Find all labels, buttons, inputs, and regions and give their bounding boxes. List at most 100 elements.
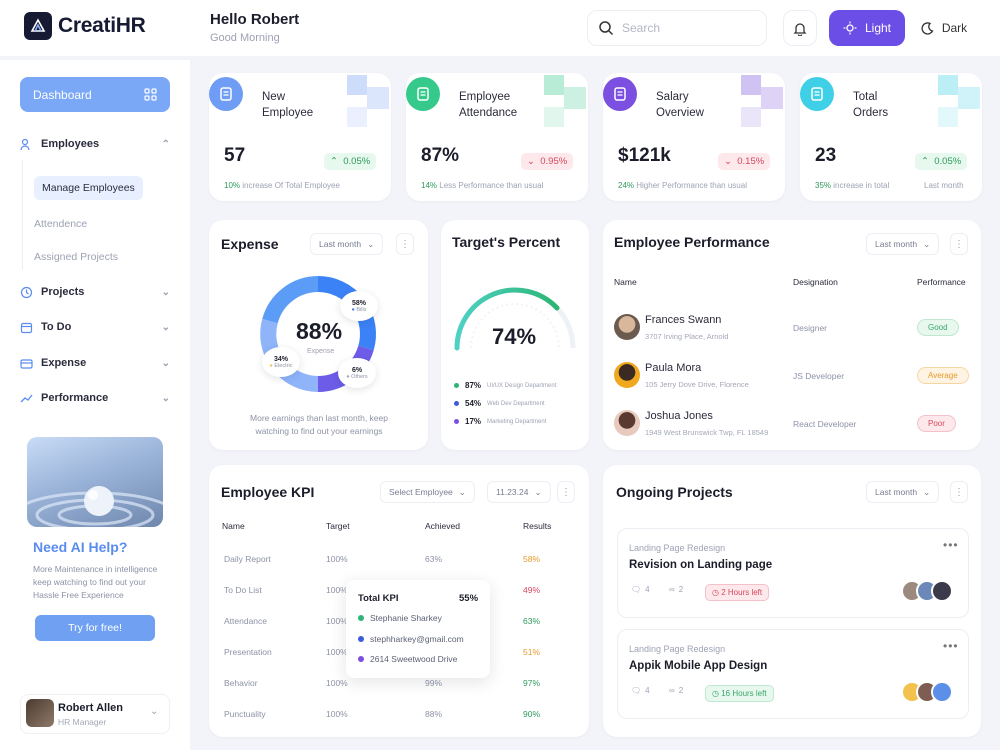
column-header-target: Target — [326, 521, 350, 531]
subnav-line — [22, 160, 23, 270]
expense-filter-dropdown[interactable]: Last month ⌄ — [310, 233, 384, 255]
employee-address: 105 Jerry Dove Drive, Florence — [645, 380, 749, 389]
sun-icon — [843, 21, 857, 35]
kpi-row-name: To Do List — [224, 585, 262, 595]
more-options-icon[interactable]: ⋮ — [396, 233, 414, 255]
chevron-down-icon: ⌄ — [923, 238, 931, 249]
greeting: Hello Robert — [210, 11, 300, 28]
kpi-row-target: 100% — [326, 616, 348, 626]
search-input[interactable]: Search — [587, 10, 767, 46]
trend-badge: ⌄ 0.15% — [718, 153, 771, 170]
sidebar-item-dashboard[interactable]: Dashboard — [20, 77, 170, 112]
status-badge: Good — [917, 319, 959, 336]
sidebar-subitem-manage-employees[interactable]: Manage Employees — [34, 176, 143, 200]
moon-icon — [921, 21, 934, 35]
dark-mode-button[interactable]: Dark — [906, 10, 982, 46]
sidebar-item-expense[interactable]: Expense ⌄ — [20, 353, 170, 373]
expense-value: 88% — [296, 318, 343, 344]
project-card[interactable] — [617, 629, 969, 719]
comment-count: 🗨 4 — [631, 585, 650, 594]
sidebar-item-label: Performance — [41, 392, 109, 404]
expense-callout: 34% ● Electric — [262, 347, 300, 377]
link-count: ∞ 2 — [669, 686, 684, 695]
chevron-down-icon: ⌄ — [458, 486, 466, 497]
tooltip-value: 55% — [459, 593, 479, 604]
dark-mode-label: Dark — [941, 21, 968, 35]
stat-note: 24% Higher Performance than usual — [618, 181, 747, 190]
kpi-row-name: Behavior — [224, 678, 258, 688]
performance-filter-dropdown[interactable]: Last month ⌄ — [866, 233, 940, 255]
stat-note: 10% increase Of Total Employee — [224, 181, 340, 190]
kpi-row-name: Punctuality — [224, 709, 266, 719]
kpi-row-target: 100% — [326, 585, 348, 595]
kpi-row-name: Presentation — [224, 647, 272, 657]
kpi-row-name: Daily Report — [224, 554, 271, 564]
light-mode-button[interactable]: Light — [829, 10, 905, 46]
stat-label: Salary Overview — [656, 91, 704, 119]
kpi-row-target: 100% — [326, 709, 348, 719]
ai-help-text: More Maintenance in intelligence keep wa… — [33, 564, 158, 600]
employee-address: 1949 West Brunswick Twp, FL 18549 — [645, 428, 769, 437]
employee-address: 3707 Irving Place, Arnold — [645, 332, 729, 341]
app-name: CreatiHR — [58, 14, 146, 37]
ai-help-image — [27, 437, 163, 527]
logo[interactable]: CreatiHR — [24, 12, 146, 40]
stat-label: Employee Attendance — [459, 91, 518, 119]
more-options-icon[interactable]: ••• — [943, 639, 959, 653]
status-dot — [358, 636, 364, 642]
stat-icon — [209, 77, 243, 111]
tooltip-address: 2614 Sweetwood Drive — [370, 654, 458, 664]
kpi-row-target: 100% — [326, 678, 348, 688]
arrow-down-icon: ⌄ — [724, 156, 732, 167]
stat-icon — [800, 77, 834, 111]
select-employee-dropdown[interactable]: Select Employee ⌄ — [380, 481, 475, 503]
chevron-down-icon[interactable]: ⌄ — [150, 706, 159, 717]
more-options-icon[interactable]: ⋮ — [950, 233, 968, 255]
trend-badge: ⌄ 0.95% — [521, 153, 574, 170]
chevron-down-icon: ⌄ — [367, 238, 375, 249]
kpi-row-result: 51% — [523, 647, 541, 657]
stat-value: 57 — [224, 145, 246, 166]
kpi-row-achieved: 88% — [425, 709, 443, 719]
more-options-icon[interactable]: ••• — [943, 538, 959, 552]
chevron-down-icon: ⌄ — [161, 392, 170, 404]
search-placeholder: Search — [622, 21, 661, 35]
projects-filter-dropdown[interactable]: Last month ⌄ — [866, 481, 940, 503]
legend-dot — [454, 419, 459, 424]
decor-tiles — [741, 75, 783, 127]
target-card — [441, 220, 589, 450]
sidebar-item-employees[interactable]: Employees ⌃ — [20, 134, 170, 154]
project-card[interactable] — [617, 528, 969, 618]
more-options-icon[interactable]: ⋮ — [950, 481, 968, 503]
sidebar-item-todo[interactable]: To Do ⌄ — [20, 317, 170, 337]
link-count: ∞ 2 — [669, 585, 684, 594]
sidebar-item-label: Dashboard — [33, 87, 92, 102]
arrow-down-icon: ⌄ — [527, 156, 535, 167]
stat-note-period: Last month — [924, 181, 964, 190]
sidebar-item-performance[interactable]: Performance ⌄ — [20, 388, 170, 408]
target-item: 17% Marketing Department — [454, 417, 546, 426]
trend-badge: ⌃ 0.05% — [324, 153, 377, 170]
legend-dot — [454, 383, 459, 388]
column-header-name: Name — [614, 277, 637, 287]
chevron-up-icon: ⌃ — [161, 138, 170, 150]
users-icon — [20, 138, 30, 150]
sidebar-item-projects[interactable]: Projects ⌄ — [20, 282, 170, 302]
notification-button[interactable] — [783, 10, 817, 46]
date-dropdown[interactable]: 11.23.24 ⌄ — [487, 481, 551, 503]
projects-title: Ongoing Projects — [616, 484, 733, 500]
sidebar-item-label: To Do — [41, 321, 72, 333]
sidebar-subitem-attendance[interactable]: Attendence — [34, 218, 88, 230]
more-options-icon[interactable]: ⋮ — [557, 481, 575, 503]
sidebar-subitem-assigned-projects[interactable]: Assigned Projects — [34, 251, 119, 263]
avatar — [614, 314, 640, 340]
legend-dot — [454, 401, 459, 406]
light-mode-label: Light — [864, 21, 892, 35]
time-left-badge: ◷ 16 Hours left — [705, 685, 774, 702]
kpi-row-result: 97% — [523, 678, 541, 688]
column-header-achieved: Achieved — [425, 521, 460, 531]
kpi-title: Employee KPI — [221, 484, 315, 500]
avatar — [26, 699, 54, 727]
status-badge: Poor — [917, 415, 956, 432]
try-free-button[interactable]: Try for free! — [35, 615, 155, 641]
